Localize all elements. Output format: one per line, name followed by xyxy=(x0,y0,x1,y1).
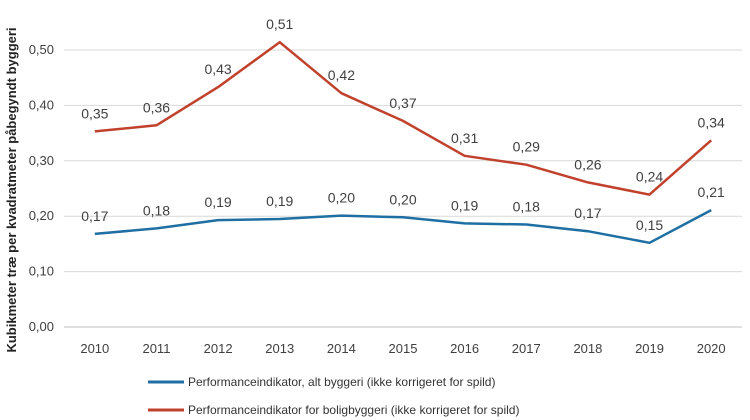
x-tick-label: 2018 xyxy=(573,341,602,356)
y-axis-tick-labels: 0,00 0,10 0,20 0,30 0,40 0,50 xyxy=(29,42,54,334)
data-label: 0,37 xyxy=(389,95,416,111)
y-axis-title: Kubikmeter træ per kvadratmeter påbegynd… xyxy=(4,27,19,352)
x-tick-label: 2019 xyxy=(635,341,664,356)
data-label: 0,34 xyxy=(698,114,725,130)
legend-label-0: Performanceindikator, alt byggeri (ikke … xyxy=(188,375,495,389)
series-line-0 xyxy=(94,208,712,245)
data-label: 0,26 xyxy=(574,156,601,172)
data-label: 0,21 xyxy=(698,184,725,200)
y-tick-label: 0,20 xyxy=(29,208,54,223)
series-lines xyxy=(94,40,713,245)
data-label: 0,24 xyxy=(636,169,663,185)
data-label: 0,29 xyxy=(513,139,540,155)
data-label: 0,19 xyxy=(204,194,231,210)
y-tick-label: 0,00 xyxy=(29,319,54,334)
x-tick-label: 2010 xyxy=(80,341,109,356)
y-tick-label: 0,50 xyxy=(29,42,54,57)
x-tick-label: 2017 xyxy=(512,341,541,356)
x-tick-label: 2015 xyxy=(389,341,418,356)
data-label: 0,19 xyxy=(451,197,478,213)
legend: Performanceindikator, alt byggeri (ikke … xyxy=(148,375,519,417)
data-label: 0,42 xyxy=(328,67,355,83)
x-tick-label: 2013 xyxy=(265,341,294,356)
data-label: 0,43 xyxy=(204,61,231,77)
x-tick-label: 2016 xyxy=(450,341,479,356)
data-labels: 0,17 0,18 0,19 0,19 0,20 0,20 0,19 0,18 0,17 0,15… xyxy=(81,16,725,233)
x-tick-label: 2012 xyxy=(204,341,233,356)
gridlines xyxy=(64,49,742,328)
data-label: 0,17 xyxy=(81,208,108,224)
y-tick-label: 0,10 xyxy=(29,264,54,279)
data-label: 0,36 xyxy=(143,99,170,115)
x-tick-label: 2011 xyxy=(142,341,170,356)
x-tick-label: 2020 xyxy=(697,341,726,356)
data-label: 0,20 xyxy=(389,191,416,207)
data-label: 0,35 xyxy=(81,105,108,121)
data-label: 0,18 xyxy=(143,202,170,218)
data-label: 0,18 xyxy=(513,199,540,215)
y-tick-label: 0,30 xyxy=(29,153,54,168)
data-label: 0,51 xyxy=(266,16,293,32)
data-label: 0,20 xyxy=(328,190,355,206)
data-label: 0,17 xyxy=(574,205,601,221)
series-line-1 xyxy=(94,40,713,196)
data-label: 0,19 xyxy=(266,193,293,209)
data-label: 0,15 xyxy=(636,217,663,233)
y-tick-label: 0,40 xyxy=(29,97,54,112)
legend-label-1: Performanceindikator for boligbyggeri (i… xyxy=(188,403,519,417)
x-tick-label: 2014 xyxy=(327,341,356,356)
data-label: 0,31 xyxy=(451,130,478,146)
x-axis-tick-labels: 2010 2011 2012 2013 2014 2015 2016 2017 2018 2019… xyxy=(80,341,725,356)
